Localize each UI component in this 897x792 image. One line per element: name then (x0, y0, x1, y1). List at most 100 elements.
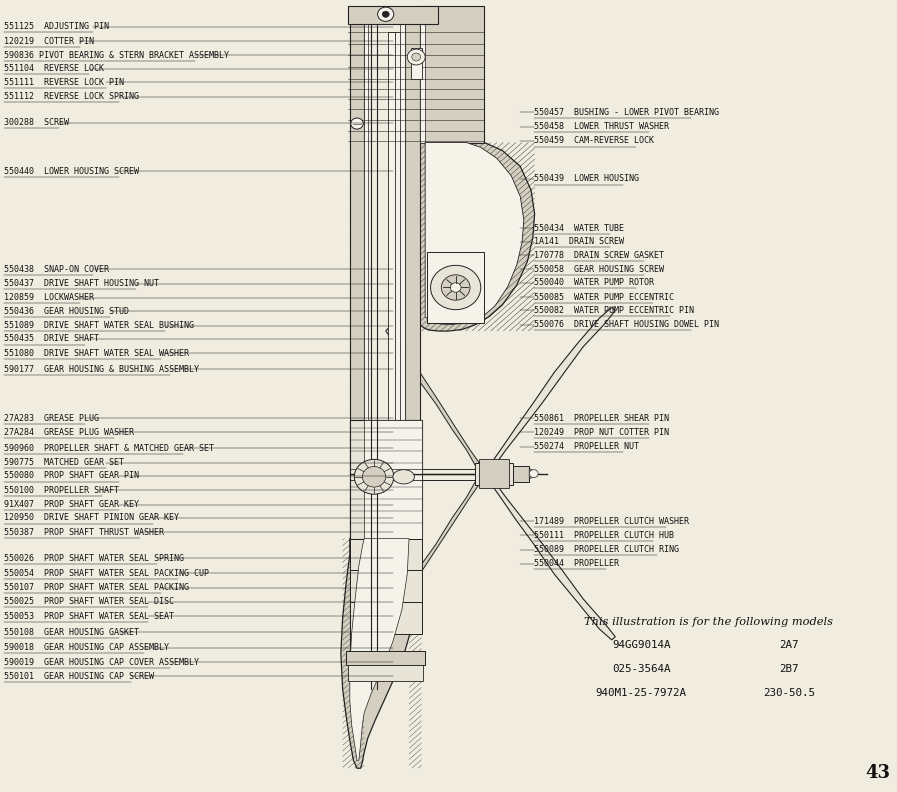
Circle shape (441, 275, 470, 300)
Text: 27A284  GREASE PLUG WASHER: 27A284 GREASE PLUG WASHER (4, 428, 134, 437)
Bar (475, 463, 513, 485)
Text: 170778  DRAIN SCREW GASKET: 170778 DRAIN SCREW GASKET (534, 250, 664, 260)
Circle shape (529, 470, 538, 478)
Text: 551125  ADJUSTING PIN: 551125 ADJUSTING PIN (4, 22, 109, 32)
Text: 590018  GEAR HOUSING CAP ASSEMBLY: 590018 GEAR HOUSING CAP ASSEMBLY (4, 643, 169, 653)
Bar (346, 651, 425, 665)
Text: 550026  PROP SHAFT WATER SEAL SPRING: 550026 PROP SHAFT WATER SEAL SPRING (4, 554, 184, 563)
Text: 120249  PROP NUT COTTER PIN: 120249 PROP NUT COTTER PIN (534, 428, 669, 437)
Text: 550085  WATER PUMP ECCENTRIC: 550085 WATER PUMP ECCENTRIC (534, 292, 674, 302)
Circle shape (407, 49, 425, 65)
Text: 2B7: 2B7 (779, 664, 799, 674)
Text: 2A7: 2A7 (779, 641, 799, 650)
Circle shape (450, 283, 461, 292)
Bar (348, 665, 423, 681)
Bar (364, 420, 422, 539)
Text: 550861  PROPELLER SHEAR PIN: 550861 PROPELLER SHEAR PIN (534, 413, 669, 423)
Text: 550080  PROP SHAFT GEAR PIN: 550080 PROP SHAFT GEAR PIN (4, 471, 139, 481)
Bar (427, 252, 484, 323)
Text: 43: 43 (866, 764, 891, 782)
Circle shape (362, 466, 386, 487)
Text: 171489  PROPELLER CLUTCH WASHER: 171489 PROPELLER CLUTCH WASHER (534, 516, 689, 526)
Text: 550434  WATER TUBE: 550434 WATER TUBE (534, 223, 623, 233)
Bar (420, 6, 484, 143)
Text: 590775  MATCHED GEAR SET: 590775 MATCHED GEAR SET (4, 458, 124, 467)
Bar (388, 32, 395, 420)
Polygon shape (386, 482, 479, 619)
Text: 590836 PIVOT BEARING & STERN BRACKET ASSEMBLY: 590836 PIVOT BEARING & STERN BRACKET ASS… (4, 51, 229, 60)
Text: 551080  DRIVE SHAFT WATER SEAL WASHER: 551080 DRIVE SHAFT WATER SEAL WASHER (4, 348, 188, 358)
Text: 550436  GEAR HOUSING STUD: 550436 GEAR HOUSING STUD (4, 307, 128, 316)
Text: 230-50.5: 230-50.5 (763, 688, 815, 698)
Text: 550111  PROPELLER CLUTCH HUB: 550111 PROPELLER CLUTCH HUB (534, 531, 674, 540)
Text: 550101  GEAR HOUSING CAP SCREW: 550101 GEAR HOUSING CAP SCREW (4, 672, 153, 681)
Text: 550089  PROPELLER CLUTCH RING: 550089 PROPELLER CLUTCH RING (534, 545, 679, 554)
Text: 590960  PROPELLER SHAFT & MATCHED GEAR SET: 590960 PROPELLER SHAFT & MATCHED GEAR SE… (4, 444, 213, 453)
Text: 94GG9014A: 94GG9014A (612, 641, 671, 650)
Circle shape (412, 53, 421, 61)
Polygon shape (341, 539, 422, 768)
Bar (348, 6, 438, 24)
Text: 550044  PROPELLER: 550044 PROPELLER (534, 559, 619, 569)
Polygon shape (350, 539, 409, 760)
Text: 120219  COTTER PIN: 120219 COTTER PIN (4, 36, 93, 46)
Circle shape (351, 118, 363, 129)
Circle shape (382, 11, 389, 17)
Text: 120950  DRIVE SHAFT PINION GEAR KEY: 120950 DRIVE SHAFT PINION GEAR KEY (4, 513, 179, 523)
Text: 550025  PROP SHAFT WATER SEAL DISC: 550025 PROP SHAFT WATER SEAL DISC (4, 597, 174, 607)
Text: 1A141  DRAIN SCREW: 1A141 DRAIN SCREW (534, 237, 623, 246)
Ellipse shape (393, 470, 414, 484)
Text: 550437  DRIVE SHAFT HOUSING NUT: 550437 DRIVE SHAFT HOUSING NUT (4, 279, 159, 288)
Text: 550054  PROP SHAFT WATER SEAL PACKING CUP: 550054 PROP SHAFT WATER SEAL PACKING CUP (4, 569, 209, 578)
Text: 550058  GEAR HOUSING SCREW: 550058 GEAR HOUSING SCREW (534, 265, 664, 274)
Polygon shape (492, 480, 615, 640)
Bar (513, 466, 529, 482)
Text: 550076  DRIVE SHAFT HOUSING DOWEL PIN: 550076 DRIVE SHAFT HOUSING DOWEL PIN (534, 320, 718, 329)
Bar (405, 8, 420, 420)
Bar (350, 570, 422, 602)
Text: 550100  PROPELLER SHAFT: 550100 PROPELLER SHAFT (4, 485, 118, 495)
Text: 550387  PROP SHAFT THRUST WASHER: 550387 PROP SHAFT THRUST WASHER (4, 527, 163, 537)
Text: 550435  DRIVE SHAFT: 550435 DRIVE SHAFT (4, 334, 99, 344)
Circle shape (354, 459, 394, 494)
Text: 550274  PROPELLER NUT: 550274 PROPELLER NUT (534, 442, 639, 451)
Text: 551104  REVERSE LOCK: 551104 REVERSE LOCK (4, 64, 103, 74)
Text: 550458  LOWER THRUST WASHER: 550458 LOWER THRUST WASHER (534, 122, 669, 131)
Text: 550108  GEAR HOUSING GASKET: 550108 GEAR HOUSING GASKET (4, 627, 139, 637)
Text: 300288  SCREW: 300288 SCREW (4, 118, 68, 128)
Text: 590177  GEAR HOUSING & BUSHING ASSEMBLY: 590177 GEAR HOUSING & BUSHING ASSEMBLY (4, 364, 198, 374)
Bar (350, 602, 422, 634)
Text: 550438  SNAP-ON COVER: 550438 SNAP-ON COVER (4, 265, 109, 274)
Bar (479, 459, 509, 488)
Polygon shape (420, 143, 535, 331)
Bar (395, 32, 400, 420)
Bar (350, 8, 364, 689)
Bar (411, 48, 422, 79)
Polygon shape (386, 329, 479, 466)
Text: 550459  CAM-REVERSE LOCK: 550459 CAM-REVERSE LOCK (534, 136, 654, 146)
Text: 550107  PROP SHAFT WATER SEAL PACKING: 550107 PROP SHAFT WATER SEAL PACKING (4, 583, 188, 592)
Polygon shape (529, 468, 536, 479)
Bar (350, 420, 422, 539)
Polygon shape (492, 307, 615, 467)
Text: 550040  WATER PUMP ROTOR: 550040 WATER PUMP ROTOR (534, 278, 654, 287)
Polygon shape (425, 143, 524, 325)
Circle shape (431, 265, 481, 310)
Text: 550440  LOWER HOUSING SCREW: 550440 LOWER HOUSING SCREW (4, 166, 139, 176)
Text: 940M1-25-7972A: 940M1-25-7972A (596, 688, 687, 698)
Text: 025-3564A: 025-3564A (612, 664, 671, 674)
Bar (420, 6, 425, 143)
Text: 551112  REVERSE LOCK SPRING: 551112 REVERSE LOCK SPRING (4, 92, 139, 101)
Text: 550082  WATER PUMP ECCENTRIC PIN: 550082 WATER PUMP ECCENTRIC PIN (534, 306, 693, 315)
Text: 27A283  GREASE PLUG: 27A283 GREASE PLUG (4, 413, 99, 423)
Text: 91X407  PROP SHAFT GEAR KEY: 91X407 PROP SHAFT GEAR KEY (4, 500, 139, 509)
Text: 590019  GEAR HOUSING CAP COVER ASSEMBLY: 590019 GEAR HOUSING CAP COVER ASSEMBLY (4, 657, 198, 667)
Circle shape (378, 7, 394, 21)
Text: 551089  DRIVE SHAFT WATER SEAL BUSHING: 551089 DRIVE SHAFT WATER SEAL BUSHING (4, 321, 194, 330)
Bar (364, 8, 368, 689)
Text: 551111  REVERSE LOCK PIN: 551111 REVERSE LOCK PIN (4, 78, 124, 87)
Text: 120859  LOCKWASHER: 120859 LOCKWASHER (4, 293, 93, 303)
Text: 550439  LOWER HOUSING: 550439 LOWER HOUSING (534, 174, 639, 184)
Text: 550053  PROP SHAFT WATER SEAL SEAT: 550053 PROP SHAFT WATER SEAL SEAT (4, 611, 174, 621)
Text: 550457  BUSHING - LOWER PIVOT BEARING: 550457 BUSHING - LOWER PIVOT BEARING (534, 108, 718, 117)
